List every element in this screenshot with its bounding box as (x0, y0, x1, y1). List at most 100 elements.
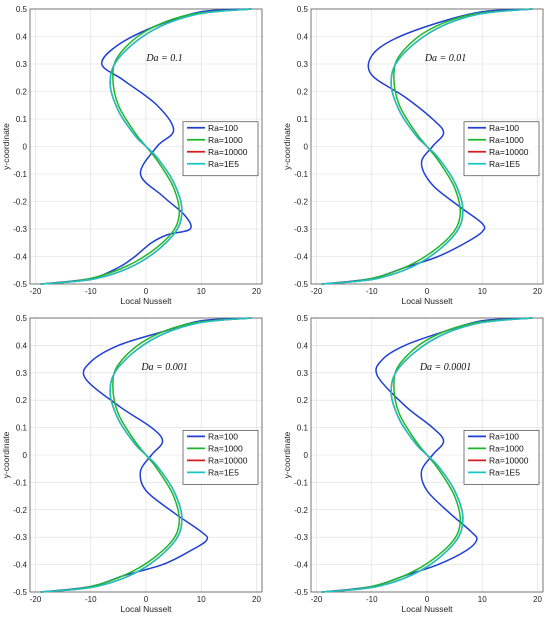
x-tick-label: 0 (144, 595, 149, 604)
x-tick-label: 10 (478, 595, 487, 604)
y-tick-label: 0.1 (16, 115, 28, 124)
legend-entry-label: Ra=1E5 (208, 159, 239, 169)
chart-panel-4: -20 -10 0 10 20 -0.5 -0.4 -0.3 -0.2 -0.1 0 0.1 0.2 0.… (282, 314, 544, 614)
y-tick-label: 0.2 (297, 88, 309, 97)
y-axis-title: y-coordinate (1, 431, 11, 478)
legend-entry-label: Ra=100 (489, 431, 519, 441)
x-tick-label: -20 (30, 595, 42, 604)
y-tick-label: 0.5 (297, 314, 309, 323)
y-tick-label: 0.2 (297, 396, 309, 405)
y-tick-label: 0.3 (16, 60, 28, 69)
y-tick-label: -0.1 (294, 170, 308, 179)
y-tick-label: 0.1 (297, 115, 309, 124)
x-axis-title: Local Nusselt (120, 296, 172, 306)
series-line-ra-1e5 (40, 317, 252, 593)
legend: Ra=100 Ra=1000 Ra=10000 Ra=1E5 (463, 121, 540, 177)
legend-entry-label: Ra=1000 (208, 135, 243, 145)
axes-frame (29, 8, 263, 285)
x-axis-title: Local Nusselt (401, 604, 453, 614)
legend: Ra=100 Ra=1000 Ra=10000 Ra=1E5 (463, 429, 540, 485)
y-tick-label: 0.4 (297, 33, 309, 42)
y-tick-label: -0.1 (294, 478, 308, 487)
x-tick-label: 20 (533, 287, 542, 296)
x-tick-label: -20 (311, 287, 323, 296)
axes-frame (310, 317, 544, 593)
y-tick-label: -0.2 (294, 506, 308, 515)
y-tick-label: -0.2 (294, 198, 308, 207)
legend-entry-label: Ra=1000 (489, 135, 524, 145)
y-tick-label: 0.4 (297, 341, 309, 350)
series-line-ra-100 (321, 317, 533, 593)
darcy-number-annotation: Da = 0.01 (424, 53, 466, 64)
legend-box (463, 429, 540, 485)
series-line-ra-100 (40, 317, 252, 593)
y-tick-label: -0.5 (13, 588, 27, 597)
y-tick-label: 0.5 (16, 5, 28, 14)
y-tick-label: -0.4 (294, 561, 308, 570)
x-tick-label: 20 (252, 287, 261, 296)
x-tick-label: 0 (425, 595, 430, 604)
x-axis-title: Local Nusselt (401, 296, 453, 306)
legend-entry-label: Ra=1E5 (489, 159, 520, 169)
legend: Ra=100 Ra=1000 Ra=10000 Ra=1E5 (182, 429, 259, 485)
y-tick-label: 0.3 (297, 60, 309, 69)
y-tick-label: 0 (304, 451, 309, 460)
axes-frame (310, 8, 544, 285)
y-tick-label: -0.1 (13, 170, 27, 179)
y-tick-label: 0.4 (16, 33, 28, 42)
chart-panel-1: -20 -10 0 10 20 -0.5 -0.4 -0.3 -0.2 -0.1 0 0.1 0.2 0.… (1, 5, 263, 306)
x-tick-label: 0 (425, 287, 430, 296)
x-tick-label: -10 (85, 287, 97, 296)
legend-entry-label: Ra=10000 (489, 455, 529, 465)
y-axis-title: y-coordinate (282, 431, 292, 478)
legend-box (463, 121, 540, 177)
y-tick-label: -0.3 (294, 533, 308, 542)
legend-entry-label: Ra=1E5 (208, 467, 239, 477)
x-tick-label: -10 (85, 595, 97, 604)
y-axis-title: y-coordinate (282, 123, 292, 170)
x-tick-label: -10 (366, 595, 378, 604)
darcy-number-annotation: Da = 0.001 (140, 362, 187, 373)
chart-panel-2: -20 -10 0 10 20 -0.5 -0.4 -0.3 -0.2 -0.1 0 0.1 0.2 0.… (282, 5, 544, 306)
x-tick-label: -20 (30, 287, 42, 296)
y-tick-label: 0.4 (16, 341, 28, 350)
y-tick-label: -0.3 (13, 533, 27, 542)
series-line-ra-1e5 (321, 8, 533, 285)
x-tick-label: -20 (311, 595, 323, 604)
darcy-number-annotation: Da = 0.0001 (419, 362, 471, 373)
y-tick-label: -0.4 (13, 561, 27, 570)
series-line-ra-100 (40, 8, 252, 285)
y-tick-label: -0.4 (294, 253, 308, 262)
y-tick-label: 0.1 (297, 424, 309, 433)
darcy-number-annotation: Da = 0.1 (145, 53, 182, 64)
y-tick-label: 0 (304, 143, 309, 152)
y-tick-label: 0 (23, 451, 28, 460)
legend-entry-label: Ra=100 (208, 431, 238, 441)
y-tick-label: 0 (23, 143, 28, 152)
x-tick-label: 10 (197, 287, 206, 296)
y-axis-title: y-coordinate (1, 123, 11, 170)
legend-entry-label: Ra=1000 (489, 443, 524, 453)
x-axis-title: Local Nusselt (120, 604, 172, 614)
y-tick-label: -0.3 (13, 225, 27, 234)
legend-entry-label: Ra=1E5 (489, 467, 520, 477)
x-tick-label: 10 (478, 287, 487, 296)
series-line-ra-1e5 (40, 8, 252, 285)
y-tick-label: 0.2 (16, 88, 28, 97)
legend: Ra=100 Ra=1000 Ra=10000 Ra=1E5 (182, 121, 259, 177)
y-tick-label: -0.4 (13, 253, 27, 262)
x-tick-label: 0 (144, 287, 149, 296)
y-tick-label: 0.5 (297, 5, 309, 14)
legend-entry-label: Ra=100 (208, 123, 238, 133)
chart-panel-3: -20 -10 0 10 20 -0.5 -0.4 -0.3 -0.2 -0.1 0 0.1 0.2 0.… (1, 314, 263, 614)
y-tick-label: -0.5 (294, 588, 308, 597)
series-line-ra-1e5 (321, 317, 533, 593)
x-tick-label: -10 (366, 287, 378, 296)
y-tick-label: -0.2 (13, 506, 27, 515)
legend-box (182, 121, 259, 177)
y-tick-label: 0.2 (16, 396, 28, 405)
y-tick-label: 0.3 (297, 369, 309, 378)
legend-box (182, 429, 259, 485)
x-tick-label: 10 (197, 595, 206, 604)
